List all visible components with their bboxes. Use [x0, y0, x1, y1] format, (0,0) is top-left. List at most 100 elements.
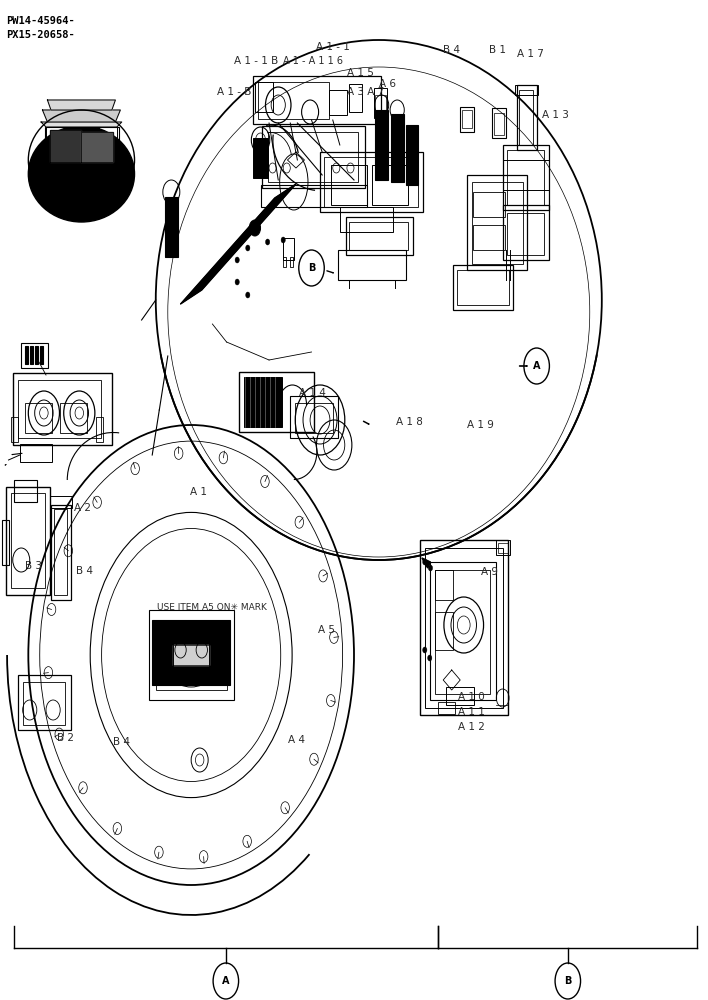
Bar: [165, 197, 178, 257]
Bar: [239, 372, 314, 432]
Bar: [496, 540, 510, 555]
Bar: [13, 373, 112, 445]
Text: A 1 8: A 1 8: [396, 417, 423, 427]
Text: B: B: [308, 263, 315, 273]
Text: A 1 - B: A 1 - B: [217, 87, 251, 97]
Circle shape: [246, 292, 250, 298]
Bar: [25, 403, 52, 433]
Text: A 1 0: A 1 0: [458, 692, 485, 702]
Circle shape: [249, 220, 261, 236]
Bar: [40, 346, 43, 364]
Bar: [372, 165, 408, 205]
Bar: [209, 642, 224, 667]
Bar: [258, 82, 329, 119]
Bar: [467, 175, 527, 270]
Bar: [338, 250, 406, 280]
Text: A 3 A 7: A 3 A 7: [347, 87, 384, 97]
Circle shape: [266, 239, 270, 245]
Text: A: A: [533, 361, 540, 371]
Text: B 4: B 4: [76, 566, 93, 576]
Bar: [375, 95, 386, 110]
Text: A 1 3: A 1 3: [542, 110, 569, 120]
Text: PX15-20658-: PX15-20658-: [6, 30, 74, 40]
Polygon shape: [173, 645, 209, 665]
Text: A 1: A 1: [190, 487, 207, 497]
Circle shape: [428, 565, 433, 571]
Bar: [519, 90, 533, 145]
Bar: [435, 570, 453, 600]
Bar: [2, 520, 9, 565]
Bar: [462, 110, 472, 128]
Text: B: B: [564, 976, 571, 986]
Circle shape: [423, 647, 427, 653]
Polygon shape: [81, 132, 113, 162]
Text: A 4: A 4: [288, 735, 305, 745]
Bar: [255, 82, 273, 112]
Bar: [290, 396, 338, 438]
Bar: [45, 127, 119, 165]
Bar: [50, 496, 72, 508]
Bar: [391, 114, 404, 182]
Bar: [438, 702, 455, 714]
Text: A 9: A 9: [481, 567, 498, 577]
Bar: [152, 620, 230, 685]
Text: A 1 7: A 1 7: [517, 49, 544, 59]
Bar: [262, 126, 365, 188]
Bar: [420, 540, 508, 715]
Bar: [60, 403, 87, 433]
Bar: [295, 403, 333, 433]
Bar: [460, 107, 474, 132]
Text: A 1 1: A 1 1: [458, 707, 485, 717]
Circle shape: [246, 245, 250, 251]
Bar: [507, 213, 544, 255]
Bar: [11, 493, 45, 588]
Text: B 4: B 4: [443, 45, 460, 55]
Polygon shape: [47, 100, 115, 110]
Text: PW14-45964-: PW14-45964-: [6, 16, 74, 26]
Circle shape: [235, 279, 239, 285]
Bar: [503, 145, 549, 210]
Bar: [283, 257, 286, 267]
Bar: [446, 687, 474, 705]
Ellipse shape: [28, 126, 135, 222]
Bar: [498, 543, 508, 553]
Bar: [35, 346, 38, 364]
Bar: [21, 343, 48, 368]
Bar: [374, 88, 387, 118]
Bar: [375, 110, 388, 180]
Bar: [349, 84, 362, 112]
Bar: [503, 205, 549, 260]
Bar: [6, 487, 50, 595]
Bar: [14, 480, 37, 502]
Bar: [515, 85, 538, 95]
Polygon shape: [42, 110, 120, 122]
Bar: [324, 157, 418, 207]
Bar: [349, 222, 408, 250]
Text: A 5: A 5: [318, 625, 335, 635]
Bar: [340, 207, 393, 232]
Bar: [253, 76, 381, 124]
Text: A 1 9: A 1 9: [467, 420, 494, 430]
Bar: [320, 152, 423, 212]
Bar: [51, 505, 71, 600]
Bar: [435, 612, 453, 650]
Bar: [30, 346, 33, 364]
Text: A 1 - 1: A 1 - 1: [316, 42, 350, 52]
Bar: [268, 132, 358, 182]
Bar: [329, 90, 347, 115]
Text: B 3: B 3: [25, 561, 42, 571]
Bar: [244, 377, 282, 427]
Bar: [156, 620, 227, 690]
Bar: [11, 417, 18, 442]
Text: B 1: B 1: [489, 45, 506, 55]
Circle shape: [423, 559, 427, 565]
Text: A: A: [222, 976, 229, 986]
Bar: [425, 548, 503, 708]
Bar: [430, 562, 496, 700]
Polygon shape: [422, 558, 430, 568]
Polygon shape: [41, 122, 122, 127]
Bar: [20, 444, 52, 462]
Bar: [25, 346, 28, 364]
Circle shape: [235, 257, 239, 263]
Bar: [54, 509, 67, 595]
